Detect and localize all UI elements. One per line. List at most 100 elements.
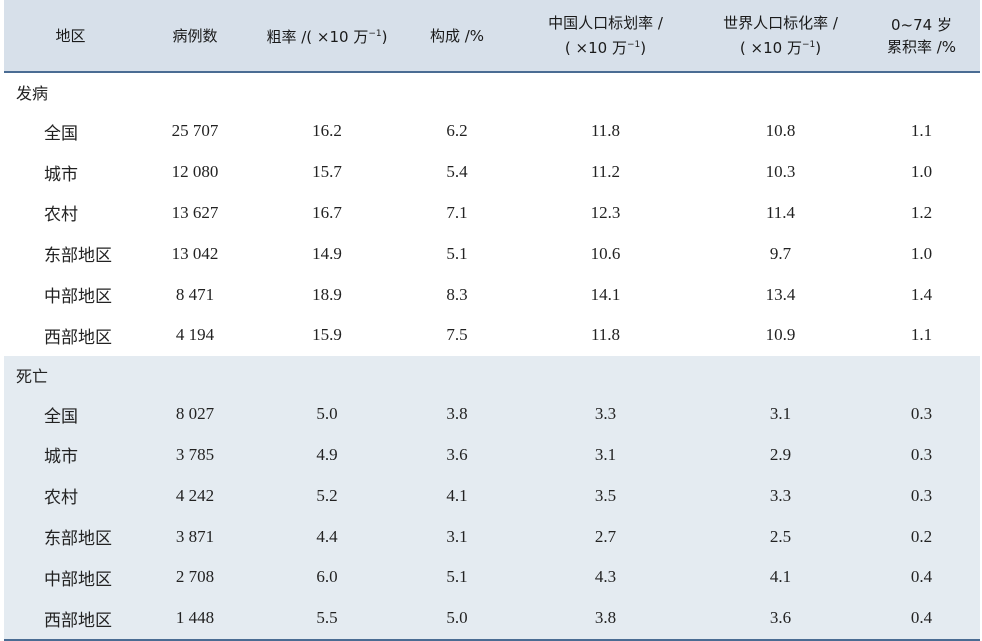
cell-composition: 3.8 <box>446 404 468 424</box>
cell-world-std-rate: 11.4 <box>765 202 796 222</box>
table-row: 全国 8 027 5.0 3.8 3.3 3.1 0.3 <box>4 393 980 435</box>
header-china-std-rate-end: ) <box>640 39 647 57</box>
header-china-std-rate: 中国人口标划率 / ( ×10 万−1) <box>513 0 698 73</box>
table-row: 东部地区 3 871 4.4 3.1 2.7 2.5 0.2 <box>4 516 980 557</box>
cell-china-std-rate: 11.2 <box>590 162 621 182</box>
cell-region: 农村 <box>44 205 78 225</box>
cell-region: 西部地区 <box>4 597 137 641</box>
cell-crude-rate: 14.9 <box>312 243 342 263</box>
cell-world-std-rate: 2.5 <box>769 526 792 546</box>
cell-cumulative-rate: 0.3 <box>910 404 933 424</box>
cell-cases: 8 471 <box>175 284 215 304</box>
header-composition-label: 构成 /% <box>429 26 485 45</box>
cell-china-std-rate: 11.8 <box>590 121 621 141</box>
header-cases: 病例数 <box>137 0 253 73</box>
cell-crude-rate: 15.7 <box>312 162 342 182</box>
cell-world-std-rate: 13.4 <box>765 284 796 304</box>
header-world-std-rate-sup: −1 <box>801 40 816 50</box>
cell-cases: 8 027 <box>175 404 215 424</box>
cell-cumulative-rate: 1.0 <box>910 243 933 263</box>
cell-crude-rate: 4.9 <box>316 444 338 464</box>
cell-world-std-rate: 10.8 <box>765 121 796 141</box>
cell-crude-rate: 5.5 <box>253 597 401 641</box>
cell-china-std-rate: 10.6 <box>590 243 621 263</box>
cell-cumulative-rate: 0.4 <box>910 567 933 587</box>
header-world-std-rate-end: ) <box>815 39 822 57</box>
cell-world-std-rate: 9.7 <box>769 243 792 263</box>
cell-region: 东部地区 <box>44 246 112 266</box>
cell-world-std-rate: 4.1 <box>769 567 792 587</box>
cell-composition: 7.1 <box>446 202 468 222</box>
cell-region: 中部地区 <box>44 569 112 589</box>
table-row: 中部地区 2 708 6.0 5.1 4.3 4.1 0.4 <box>4 556 980 598</box>
cell-cases: 13 042 <box>171 243 219 263</box>
header-region-label: 地区 <box>55 26 86 45</box>
cell-cumulative-rate: 1.2 <box>910 202 933 222</box>
cell-cases: 1 448 <box>137 597 253 641</box>
cell-region: 全国 <box>44 123 78 143</box>
cell-composition: 6.2 <box>446 121 468 141</box>
cell-world-std-rate: 3.6 <box>698 597 863 641</box>
cell-crude-rate: 18.9 <box>312 284 342 304</box>
cell-composition: 5.1 <box>446 567 468 587</box>
cell-cases: 13 627 <box>171 202 219 222</box>
cell-region: 城市 <box>44 164 78 184</box>
cell-cases: 2 708 <box>175 567 215 587</box>
table-row: 西部地区 4 194 15.9 7.5 11.8 10.9 1.1 <box>4 315 980 356</box>
cell-cases: 3 871 <box>175 526 215 546</box>
cell-crude-rate: 16.7 <box>312 202 342 222</box>
cell-cases: 12 080 <box>171 162 219 182</box>
header-region: 地区 <box>4 0 137 73</box>
cell-cases: 25 707 <box>171 121 219 141</box>
cell-composition: 7.5 <box>446 325 468 345</box>
cell-china-std-rate: 4.3 <box>594 567 617 587</box>
table-row: 东部地区 13 042 14.9 5.1 10.6 9.7 1.0 <box>4 233 980 274</box>
table-row: 中部地区 8 471 18.9 8.3 14.1 13.4 1.4 <box>4 274 980 315</box>
cell-composition: 5.4 <box>446 162 468 182</box>
table-row: 农村 4 242 5.2 4.1 3.5 3.3 0.3 <box>4 475 980 517</box>
header-china-std-rate-line1: 中国人口标划率 / <box>548 14 663 32</box>
table-container: 地区 病例数 粗率 /( ×10 万 −1) 构成 /% 中国人口标划率 / ( ×… <box>4 0 980 641</box>
cell-crude-rate: 5.0 <box>316 404 338 424</box>
cell-cases: 4 242 <box>175 485 215 505</box>
cell-crude-rate: 6.0 <box>316 567 338 587</box>
header-crude-rate-label: 粗率 /( ×10 万 <box>266 28 369 46</box>
header-cumulative-rate: 0~74 岁累积率 /% <box>863 0 980 73</box>
cell-region: 东部地区 <box>44 529 112 549</box>
header-world-std-rate-line1: 世界人口标化率 / <box>723 14 838 32</box>
cell-cumulative-rate: 1.1 <box>910 325 933 345</box>
death-section: 死亡 全国 8 027 5.0 3.8 3.3 3.1 0.3 城市 3 785 4.9 3.6 3.… <box>4 355 980 641</box>
header-cases-label: 病例数 <box>172 26 218 45</box>
table-header: 地区 病例数 粗率 /( ×10 万 −1) 构成 /% 中国人口标划率 / ( ×… <box>4 0 980 73</box>
table-row: 农村 13 627 16.7 7.1 12.3 11.4 1.2 <box>4 193 980 234</box>
cell-world-std-rate: 10.9 <box>765 325 796 345</box>
table-row: 城市 3 785 4.9 3.6 3.1 2.9 0.3 <box>4 434 980 476</box>
cell-world-std-rate: 2.9 <box>769 444 792 464</box>
cell-world-std-rate: 3.1 <box>769 404 792 424</box>
header-china-std-rate-sup: −1 <box>626 40 641 50</box>
cell-crude-rate: 5.2 <box>316 485 338 505</box>
incidence-section-title: 发病 <box>16 84 49 103</box>
cell-crude-rate: 4.4 <box>316 526 338 546</box>
cell-cumulative-rate: 1.1 <box>910 121 933 141</box>
header-composition: 构成 /% <box>401 0 513 73</box>
table-row: 城市 12 080 15.7 5.4 11.2 10.3 1.0 <box>4 152 980 193</box>
header-china-std-rate-line2: ( ×10 万 <box>564 39 627 57</box>
cell-cumulative-rate: 0.3 <box>910 444 933 464</box>
header-crude-rate-end: ) <box>381 28 388 46</box>
cell-crude-rate: 16.2 <box>312 121 342 141</box>
header-cumulative-rate-line2: 累积率 /% <box>886 37 957 56</box>
cell-composition: 3.1 <box>446 526 468 546</box>
incidence-section: 发病 全国 25 707 16.2 6.2 11.8 10.8 1.1 城市 12 080 15.… <box>4 72 980 356</box>
cell-region: 中部地区 <box>44 287 112 307</box>
death-section-title: 死亡 <box>16 366 49 386</box>
cell-cumulative-rate: 1.4 <box>910 284 933 304</box>
cell-cumulative-rate: 0.3 <box>910 485 933 505</box>
statistics-table: 地区 病例数 粗率 /( ×10 万 −1) 构成 /% 中国人口标划率 / ( ×… <box>4 0 980 641</box>
cell-china-std-rate: 11.8 <box>590 325 621 345</box>
header-cumulative-rate-line1: 0~74 岁 <box>891 15 952 34</box>
cell-china-std-rate: 3.5 <box>594 485 617 505</box>
cell-region: 农村 <box>44 488 78 508</box>
cell-cases: 4 194 <box>175 325 215 345</box>
cell-cumulative-rate: 1.0 <box>910 162 933 182</box>
